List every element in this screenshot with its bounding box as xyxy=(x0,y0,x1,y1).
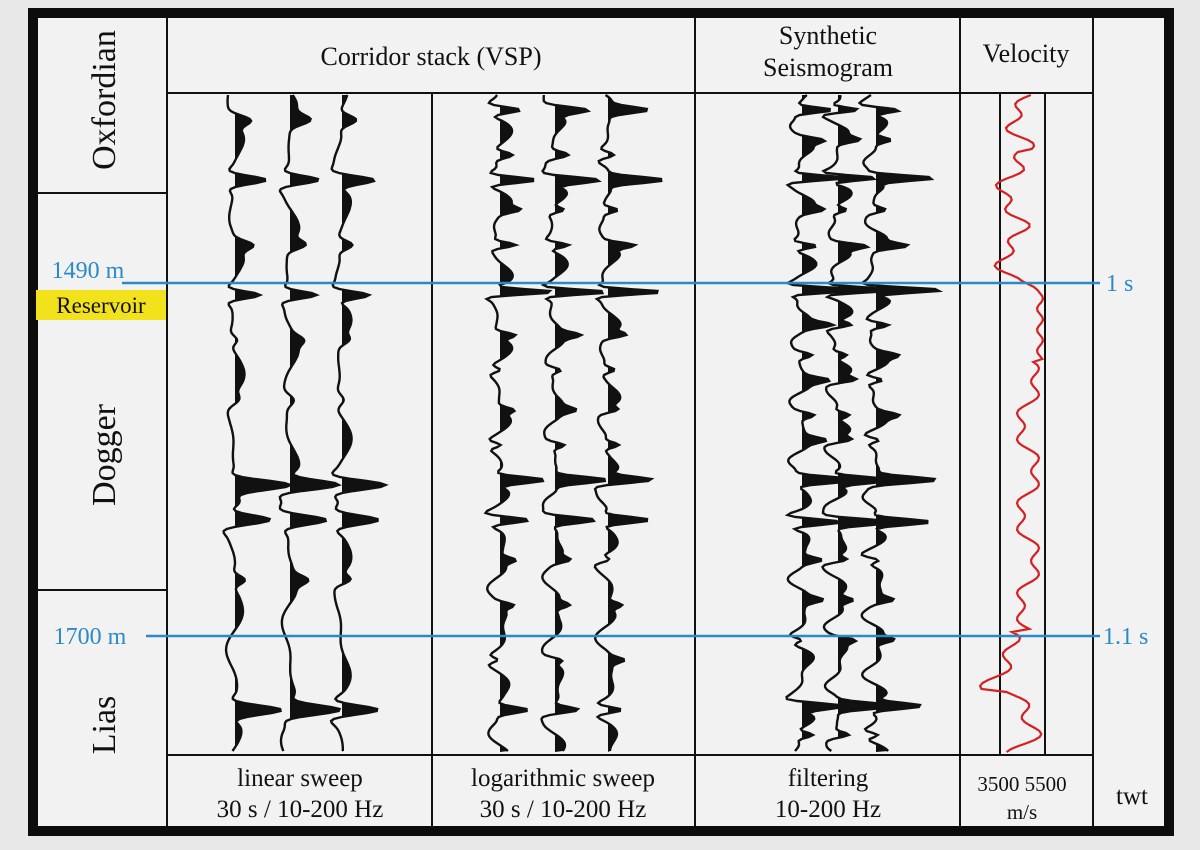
twt-label: twt xyxy=(1116,783,1148,810)
velocity-scale-lines xyxy=(999,93,1046,755)
time-marker-top: 1 s xyxy=(1106,271,1133,297)
synthetic-trace-1-wiggle xyxy=(784,94,860,752)
synthetic-trace-2-wiggle xyxy=(821,94,895,752)
synthetic-header-line1: Synthetic xyxy=(779,21,877,50)
table-grid xyxy=(38,18,1094,826)
paper-background xyxy=(38,18,1164,826)
dogger-label: Dogger xyxy=(86,403,123,506)
synthetic-header-line2: Seismogram xyxy=(763,53,893,82)
log-trace-1-wiggle xyxy=(483,94,553,752)
linear-trace-2-wiggle xyxy=(278,94,342,752)
linear-trace-3-wiggle xyxy=(329,94,389,751)
linear-trace-1-wiggle xyxy=(222,94,294,752)
reservoir-label: Reservoir xyxy=(56,293,146,318)
time-marker-bottom: 1.1 s xyxy=(1103,624,1148,650)
filtering-params: 10-200 Hz xyxy=(775,796,881,823)
velocity-unit: m/s xyxy=(1007,800,1037,824)
reservoir-highlight xyxy=(36,290,166,320)
log-trace-3-wiggle xyxy=(593,94,663,752)
depth-marker-bottom: 1700 m xyxy=(54,624,127,650)
velocity-log-curve xyxy=(978,93,1045,753)
log-sweep-label: logarithmic sweep xyxy=(471,765,655,792)
depth-marker-top: 1490 m xyxy=(52,258,125,284)
lias-label: Lias xyxy=(86,696,123,755)
log-trace-2-wiggle xyxy=(540,94,607,752)
synthetic-trace-3-wiggle xyxy=(857,93,944,752)
linear-sweep-params: 30 s / 10-200 Hz xyxy=(217,796,384,823)
velocity-header: Velocity xyxy=(983,39,1070,68)
filtering-label: filtering xyxy=(788,765,869,792)
corridor-stack-header: Corridor stack (VSP) xyxy=(321,42,542,71)
velocity-ticks: 3500 5500 xyxy=(977,772,1066,796)
oxfordian-label: Oxfordian xyxy=(86,30,123,170)
linear-sweep-label: linear sweep xyxy=(237,765,363,792)
marker-lines xyxy=(122,281,1100,638)
log-sweep-params: 30 s / 10-200 Hz xyxy=(480,796,647,823)
seismic-traces xyxy=(222,93,944,752)
